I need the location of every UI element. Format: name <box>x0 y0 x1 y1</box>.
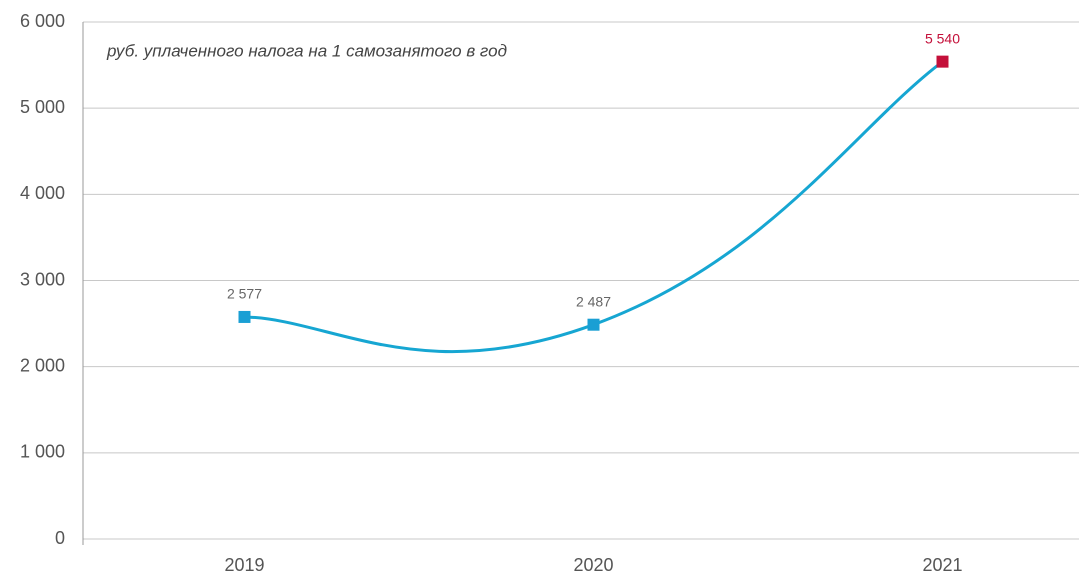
marker <box>587 318 600 331</box>
x-tick-label: 2021 <box>922 555 962 575</box>
value-label: 2 577 <box>227 286 262 302</box>
annotation: руб. уплаченного налога на 1 самозанятог… <box>106 41 507 60</box>
marker <box>936 55 949 68</box>
x-tick-label: 2019 <box>224 555 264 575</box>
y-tick-label: 1 000 <box>20 442 65 462</box>
marker <box>238 310 251 323</box>
value-label: 2 487 <box>576 293 611 309</box>
value-label: 5 540 <box>925 30 960 46</box>
y-tick-label: 5 000 <box>20 97 65 117</box>
y-tick-label: 4 000 <box>20 183 65 203</box>
y-tick-label: 0 <box>55 528 65 548</box>
y-tick-label: 6 000 <box>20 11 65 31</box>
x-tick-label: 2020 <box>573 555 613 575</box>
y-tick-label: 3 000 <box>20 269 65 289</box>
y-tick-label: 2 000 <box>20 355 65 375</box>
